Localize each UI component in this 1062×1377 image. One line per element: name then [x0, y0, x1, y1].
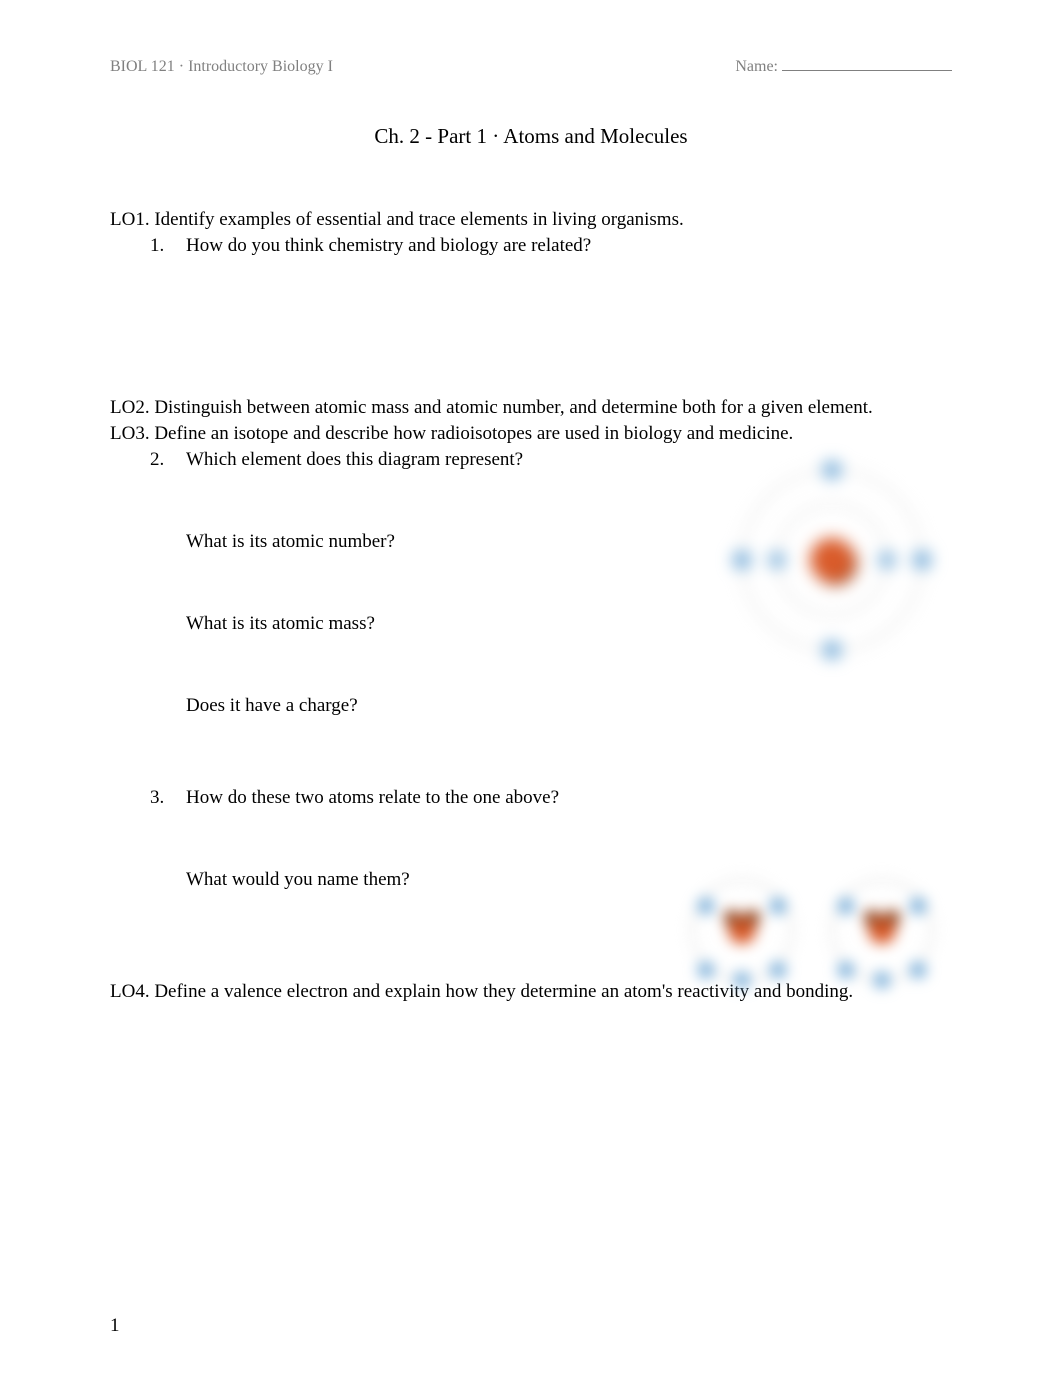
- course-label: BIOL 121 · Introductory Biology I: [110, 58, 333, 76]
- question-1: 1. How do you think chemistry and biolog…: [150, 235, 952, 257]
- atom-diagram-pair: [682, 870, 942, 1030]
- name-blank-line[interactable]: [782, 70, 952, 71]
- question-3: 3. How do these two atoms relate to the …: [150, 787, 952, 809]
- page-number: 1: [110, 1315, 120, 1337]
- q2-text: Which element does this diagram represen…: [186, 449, 523, 471]
- document-title: Ch. 2 - Part 1 · Atoms and Molecules: [110, 124, 952, 149]
- lo1-text: LO1. Identify examples of essential and …: [110, 209, 952, 231]
- q3-number: 3.: [150, 787, 172, 809]
- page-header: BIOL 121 · Introductory Biology I Name:: [110, 58, 952, 76]
- lo2-text: LO2. Distinguish between atomic mass and…: [110, 397, 952, 419]
- q2-number: 2.: [150, 449, 172, 471]
- q1-number: 1.: [150, 235, 172, 257]
- atom-diagram-main: [732, 460, 932, 660]
- name-label: Name:: [735, 58, 778, 75]
- q2-sub-c: Does it have a charge?: [186, 695, 952, 717]
- name-field-wrapper: Name:: [735, 58, 952, 76]
- lo3-text: LO3. Define an isotope and describe how …: [110, 423, 952, 445]
- q3-text: How do these two atoms relate to the one…: [186, 787, 559, 809]
- q1-text: How do you think chemistry and biology a…: [186, 235, 591, 257]
